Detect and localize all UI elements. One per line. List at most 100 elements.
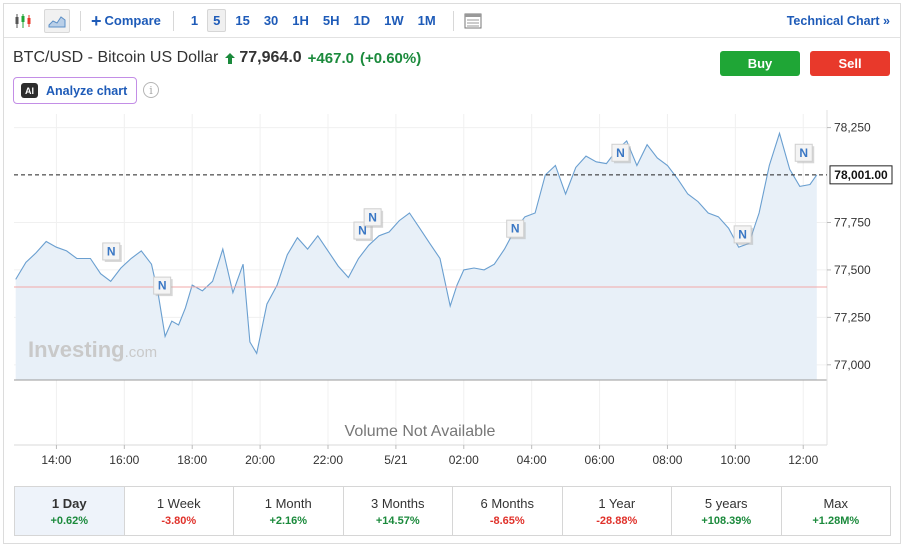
range-change: +1.28M%: [812, 514, 860, 527]
last-price: 77,964.0: [239, 49, 302, 66]
range-change: -28.88%: [596, 514, 638, 527]
news-marker[interactable]: N: [153, 276, 173, 297]
x-axis: 14:00 16:00 18:00 20:00 22:00 5/21 02:00 04:00 0…: [41, 445, 819, 467]
news-marker-label: N: [368, 210, 377, 224]
current-price-tag-box: [829, 165, 893, 185]
y-tick-label: 77,750: [834, 215, 871, 229]
news-marker-label: N: [107, 244, 116, 258]
news-marker-box: [733, 225, 752, 244]
range-change: +0.62%: [50, 514, 89, 527]
news-marker-label: N: [799, 146, 808, 160]
range-change: +2.16%: [269, 514, 308, 527]
x-tick-label: 06:00: [585, 453, 615, 467]
sell-button[interactable]: Sell: [810, 51, 890, 76]
news-marker-box: [102, 242, 121, 261]
toolbar-divider: [80, 10, 81, 31]
technical-chart-link[interactable]: Technical Chart »: [786, 14, 890, 28]
news-marker-label: N: [358, 224, 367, 238]
range-tab-1-day[interactable]: 1 Day +0.62%: [15, 487, 125, 535]
range-label: 6 Months: [480, 495, 534, 511]
range-change: +108.39%: [701, 514, 752, 527]
reference-lines: [14, 174, 827, 288]
timeframe-5[interactable]: 5: [207, 9, 227, 32]
range-label: 1 Week: [156, 495, 201, 511]
instrument-header: BTC/USD - Bitcoin US Dollar 77,964.0 +46…: [13, 49, 421, 67]
chart-widget: + Compare 1 5 15 30 1H 5H 1D 1W 1M Techn…: [3, 3, 901, 544]
watermark: Investing.com: [28, 337, 157, 362]
x-tick-label: 08:00: [652, 453, 682, 467]
volume-not-available: Volume Not Available: [345, 423, 496, 440]
range-tab-1-week[interactable]: 1 Week -3.80%: [125, 487, 234, 535]
price-change: +467.0: [307, 49, 354, 67]
x-tick-label: 12:00: [788, 453, 818, 467]
range-tab-1-year[interactable]: 1 Year -28.88%: [563, 487, 672, 535]
range-label: 1 Day: [51, 495, 87, 511]
x-tick-label: 22:00: [313, 453, 343, 467]
toolbar-divider: [452, 10, 454, 31]
candlestick-icon[interactable]: [10, 9, 36, 33]
y-tick-label: 77,500: [834, 263, 871, 277]
current-price-tag-label: 78,001.00: [834, 168, 888, 182]
range-tab-1-month[interactable]: 1 Month +2.16%: [234, 487, 344, 535]
chart-toolbar: + Compare 1 5 15 30 1H 5H 1D 1W 1M Techn…: [4, 4, 900, 38]
range-label: 1 Year: [598, 495, 636, 511]
x-tick-label: 10:00: [720, 453, 750, 467]
range-tab-5-years[interactable]: 5 years +108.39%: [672, 487, 782, 535]
x-tick-label: 20:00: [245, 453, 275, 467]
x-tick-label: 18:00: [177, 453, 207, 467]
x-tick-label: 04:00: [517, 453, 547, 467]
compare-label: Compare: [104, 13, 161, 28]
timeframe-1w[interactable]: 1W: [384, 13, 404, 28]
news-marker-label: N: [511, 222, 520, 236]
range-tab-max[interactable]: Max +1.28M%: [782, 487, 891, 535]
timeframe-1d[interactable]: 1D: [353, 13, 371, 28]
news-marker[interactable]: N: [363, 208, 384, 228]
instrument-name: BTC/USD - Bitcoin US Dollar: [13, 49, 219, 66]
y-axis: 78,250 77,750 77,500 77,250 77,000 78,001.00: [827, 121, 893, 372]
x-tick-label: 02:00: [449, 453, 479, 467]
news-marker[interactable]: N: [733, 225, 754, 245]
watermark-suffix: .com: [125, 344, 158, 361]
news-marker-box: [153, 276, 172, 295]
news-marker-box: [794, 143, 813, 162]
range-change: -3.80%: [161, 514, 197, 527]
x-tick-label: 5/21: [384, 453, 408, 467]
compare-button[interactable]: + Compare: [91, 12, 161, 30]
performance-range-bar: 1 Day +0.62% 1 Week -3.80% 1 Month +2.16…: [14, 486, 891, 536]
info-icon[interactable]: i: [143, 82, 159, 98]
analyze-chart-button[interactable]: AI Analyze chart: [13, 77, 137, 104]
toolbar-divider: [172, 10, 174, 31]
timeframe-15[interactable]: 15: [235, 13, 250, 28]
range-tab-6-months[interactable]: 6 Months -8.65%: [453, 487, 563, 535]
x-tick-label: 16:00: [109, 453, 139, 467]
news-marker-label: N: [158, 279, 167, 293]
range-tab-3-months[interactable]: 3 Months +14.57%: [344, 487, 453, 535]
timeframe-30[interactable]: 30: [263, 13, 279, 28]
buy-button[interactable]: Buy: [720, 51, 800, 76]
area-chart-icon[interactable]: [44, 8, 70, 33]
y-tick-label: 78,250: [834, 121, 871, 135]
news-marker[interactable]: N: [102, 242, 122, 262]
range-change: -8.65%: [489, 514, 525, 527]
range-label: 3 Months: [371, 495, 425, 511]
plus-icon: +: [91, 10, 102, 31]
news-marker-box: [611, 143, 630, 162]
news-marker[interactable]: N: [794, 143, 815, 164]
timeframe-1m[interactable]: 1M: [417, 13, 436, 28]
up-arrow-icon: [225, 52, 236, 64]
price-area: [14, 110, 828, 446]
range-label: 5 years: [704, 495, 748, 511]
table-view-icon[interactable]: [460, 9, 486, 33]
watermark-main: Investing: [28, 337, 125, 362]
timeframe-5h[interactable]: 5H: [322, 13, 340, 28]
news-marker[interactable]: N: [506, 219, 526, 240]
news-marker[interactable]: N: [611, 143, 631, 164]
timeframe-1h[interactable]: 1H: [292, 13, 309, 28]
news-marker-box: [363, 208, 382, 227]
timeframe-1[interactable]: 1: [190, 13, 199, 28]
price-change-percent: (+0.60%): [359, 49, 422, 67]
y-tick-label: 77,000: [834, 358, 871, 372]
news-marker-label: N: [738, 227, 747, 241]
